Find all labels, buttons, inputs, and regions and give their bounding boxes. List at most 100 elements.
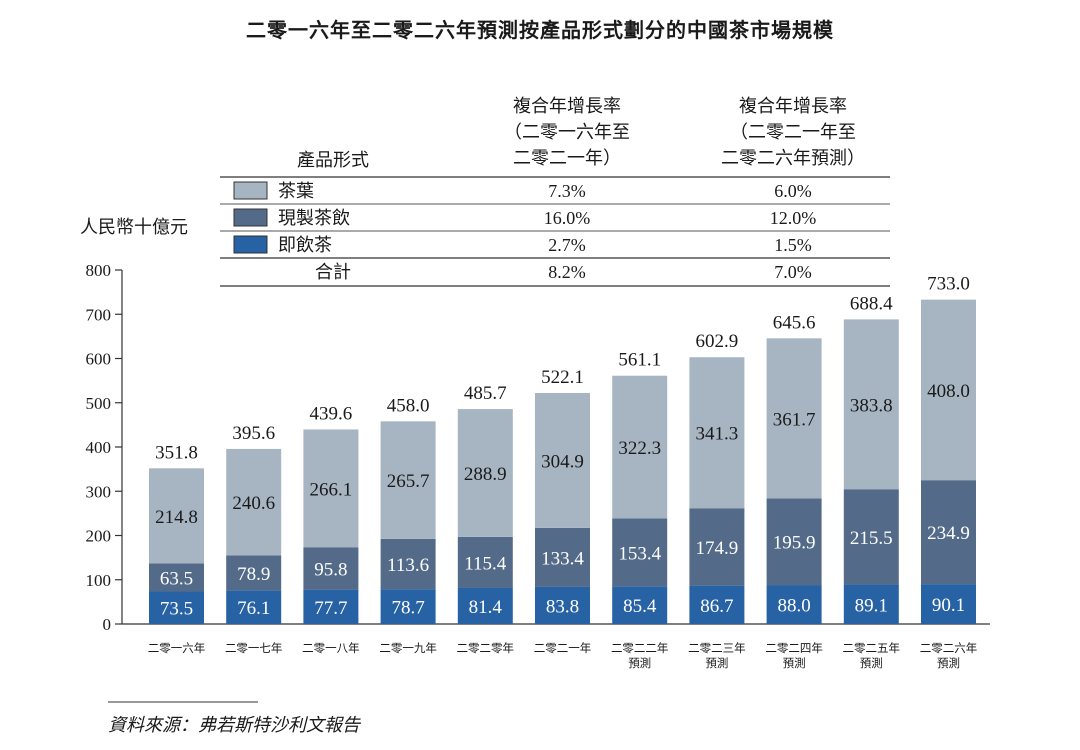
bar-segment-2 bbox=[380, 421, 436, 539]
total-label: 485.7 bbox=[464, 383, 507, 404]
y-tick-label: 300 bbox=[86, 482, 112, 501]
x-tick-label: 預測 bbox=[937, 656, 960, 670]
segment-label: 89.1 bbox=[855, 595, 888, 616]
x-tick-label: 預測 bbox=[705, 656, 728, 670]
y-tick-label: 500 bbox=[86, 394, 112, 413]
table-header-cagr-2: （二零二一年至 bbox=[730, 122, 856, 142]
legend-total-label: 合計 bbox=[315, 262, 351, 282]
cagr-2021-2026: 12.0% bbox=[770, 208, 817, 228]
bar-segment-0 bbox=[535, 586, 590, 624]
bar-segment-2 bbox=[535, 392, 590, 528]
bar-segment-2 bbox=[766, 338, 822, 499]
bar-segment-0 bbox=[457, 587, 513, 624]
y-axis-label: 人民幣十億元 bbox=[80, 217, 188, 237]
bar-segment-0 bbox=[766, 585, 822, 624]
bar-segment-0 bbox=[226, 590, 282, 624]
bar-segment-0 bbox=[843, 584, 899, 624]
x-tick-label: 二零一七年 bbox=[225, 641, 283, 655]
table-header-product: 產品形式 bbox=[297, 150, 369, 170]
segment-label: 83.8 bbox=[546, 596, 579, 617]
table-header-cagr-1: （二零一六年至 bbox=[504, 122, 630, 142]
table-header-cagr-1: 複合年增長率 bbox=[513, 96, 621, 116]
total-label: 439.6 bbox=[310, 403, 353, 424]
bar-segment-1 bbox=[921, 480, 976, 585]
legend-swatch-1 bbox=[233, 208, 268, 227]
x-tick-label: 二零二一年 bbox=[534, 641, 592, 655]
bar-segment-1 bbox=[303, 547, 359, 590]
total-label: 688.4 bbox=[850, 293, 893, 314]
table-header-cagr-2: 複合年增長率 bbox=[739, 96, 847, 116]
total-label: 602.9 bbox=[696, 331, 739, 352]
segment-label: 76.1 bbox=[237, 598, 270, 619]
legend-swatch-0 bbox=[233, 181, 268, 200]
y-tick-label: 600 bbox=[86, 350, 112, 369]
x-tick-label: 預測 bbox=[783, 656, 806, 670]
legend-swatch-2 bbox=[233, 235, 268, 254]
total-label: 395.6 bbox=[232, 423, 275, 444]
segment-label: 85.4 bbox=[623, 596, 657, 617]
legend-label: 現製茶飲 bbox=[278, 208, 350, 228]
segment-label: 361.7 bbox=[773, 409, 816, 430]
bar-segment-0 bbox=[689, 585, 745, 624]
total-label: 351.8 bbox=[155, 442, 198, 463]
segment-label: 113.6 bbox=[387, 555, 429, 576]
bar-segment-2 bbox=[921, 299, 976, 481]
x-tick-label: 二零二五年 bbox=[843, 641, 901, 655]
segment-label: 95.8 bbox=[314, 559, 347, 580]
segment-label: 234.9 bbox=[927, 523, 970, 544]
bar-segment-1 bbox=[689, 508, 745, 586]
segment-label: 195.9 bbox=[773, 533, 816, 554]
segment-label: 77.7 bbox=[314, 598, 347, 619]
legend-label: 茶葉 bbox=[278, 181, 314, 201]
y-tick-label: 700 bbox=[86, 305, 112, 324]
y-tick-label: 800 bbox=[86, 261, 112, 280]
x-tick-label: 預測 bbox=[628, 656, 651, 670]
bar-segment-0 bbox=[612, 586, 668, 624]
x-tick-label: 二零二四年 bbox=[765, 641, 823, 655]
bar-segment-2 bbox=[689, 357, 745, 509]
table-header-cagr-1: 二零二一年） bbox=[513, 148, 621, 168]
cagr-2021-2026: 6.0% bbox=[774, 181, 812, 201]
cagr-2016-2021: 16.0% bbox=[544, 208, 591, 228]
bar-segment-2 bbox=[149, 468, 204, 564]
bar-segment-2 bbox=[612, 375, 668, 519]
total-label: 645.6 bbox=[773, 312, 816, 333]
segment-label: 115.4 bbox=[464, 553, 507, 574]
total-label: 522.1 bbox=[541, 367, 584, 388]
y-tick-label: 200 bbox=[86, 527, 112, 546]
y-tick-label: 0 bbox=[103, 615, 112, 634]
segment-label: 81.4 bbox=[469, 597, 503, 618]
segment-label: 215.5 bbox=[850, 528, 893, 549]
bar-segment-1 bbox=[843, 489, 899, 585]
x-tick-label: 二零一九年 bbox=[379, 641, 437, 655]
legend-label: 即飲茶 bbox=[278, 235, 332, 255]
table-header-cagr-2: 二零二六年預測） bbox=[721, 148, 865, 168]
bar-segment-0 bbox=[303, 589, 359, 624]
bar-segment-1 bbox=[766, 498, 822, 586]
segment-label: 90.1 bbox=[932, 595, 965, 616]
segment-label: 322.3 bbox=[618, 438, 661, 459]
segment-label: 265.7 bbox=[387, 471, 430, 492]
bar-segment-0 bbox=[921, 584, 976, 624]
segment-label: 383.8 bbox=[850, 395, 893, 416]
segment-label: 174.9 bbox=[696, 538, 739, 559]
x-tick-label: 二零二二年 bbox=[611, 641, 669, 655]
segment-label: 133.4 bbox=[541, 548, 584, 569]
bar-segment-2 bbox=[843, 319, 899, 490]
x-tick-label: 二零二三年 bbox=[688, 641, 746, 655]
source-note: 資料來源：弗若斯特沙利文報告 bbox=[108, 715, 362, 735]
y-tick-label: 100 bbox=[86, 571, 112, 590]
segment-label: 86.7 bbox=[700, 596, 733, 617]
segment-label: 266.1 bbox=[310, 479, 353, 500]
cagr-2016-2021: 8.2% bbox=[548, 262, 586, 282]
chart-title: 二零一六年至二零二六年預測按產品形式劃分的中國茶市場規模 bbox=[246, 18, 834, 42]
bar-segment-1 bbox=[535, 527, 590, 587]
x-tick-label: 二零一八年 bbox=[302, 641, 360, 655]
segment-label: 88.0 bbox=[777, 596, 810, 617]
bar-segment-1 bbox=[380, 538, 436, 590]
cagr-2021-2026: 1.5% bbox=[774, 235, 812, 255]
segment-label: 78.9 bbox=[237, 564, 270, 585]
segment-label: 288.9 bbox=[464, 464, 507, 485]
bar-segment-1 bbox=[226, 555, 282, 591]
cagr-2021-2026: 7.0% bbox=[774, 262, 812, 282]
